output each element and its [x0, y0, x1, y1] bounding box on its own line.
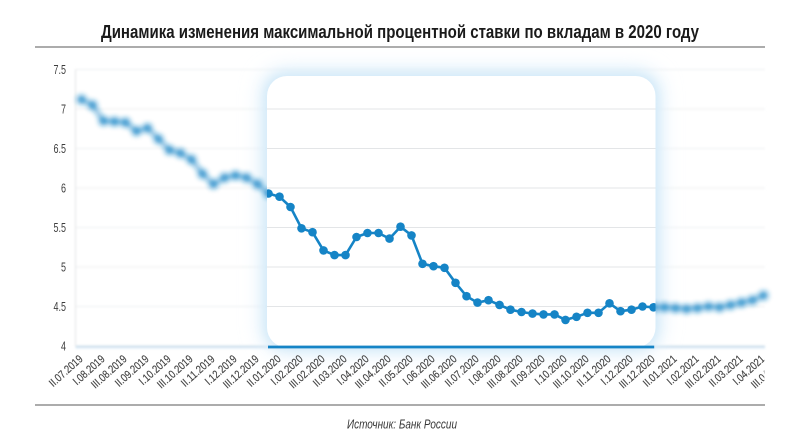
- svg-text:7.5: 7.5: [54, 63, 67, 77]
- svg-text:4: 4: [61, 340, 66, 354]
- svg-text:Источник: Банк России: Источник: Банк России: [347, 418, 457, 432]
- svg-text:5: 5: [61, 261, 66, 275]
- svg-text:6.5: 6.5: [54, 142, 67, 156]
- svg-text:Динамика изменения максимально: Динамика изменения максимальной процентн…: [101, 22, 699, 42]
- svg-text:6: 6: [61, 182, 66, 196]
- svg-text:5.5: 5.5: [54, 221, 67, 235]
- svg-text:4.5: 4.5: [54, 300, 67, 314]
- svg-text:7: 7: [61, 103, 66, 117]
